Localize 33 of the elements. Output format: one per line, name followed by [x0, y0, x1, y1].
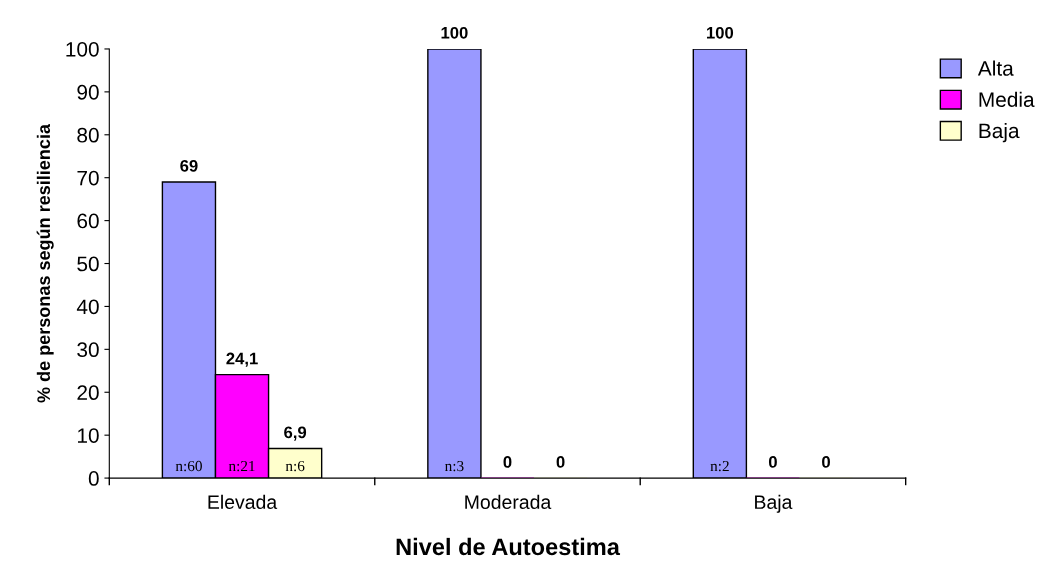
y-tick-label: 40 [76, 299, 99, 315]
legend-label: Baja [979, 122, 1020, 143]
y-tick-label: 100 [66, 41, 99, 57]
annotation: n:6 [285, 460, 305, 472]
y-tick-label: 70 [77, 170, 99, 186]
data-label: 100 [441, 26, 468, 39]
y-tick-label: 0 [88, 471, 99, 486]
data-label: 24,1 [226, 352, 258, 367]
y-tick-label: 50 [77, 256, 99, 272]
annotation: n:60 [175, 460, 202, 472]
annotation: n:21 [228, 460, 255, 472]
y-tick-label: 20 [77, 385, 99, 401]
y-tick-label: 30 [77, 342, 99, 358]
x-axis-title: Nivel de Autoestima [396, 537, 621, 556]
x-tick-label: Elevada [208, 494, 278, 510]
data-label: 0 [822, 456, 830, 468]
y-axis-title: % de personas según resiliencia [36, 123, 54, 403]
data-label: 0 [503, 456, 512, 468]
legend-label: Media [979, 91, 1035, 107]
legend-label: Alta [977, 60, 1014, 76]
data-label: 0 [556, 456, 565, 468]
x-tick-label: Moderada [465, 494, 552, 510]
y-tick-label: 10 [78, 428, 99, 443]
annotation: n:2 [710, 460, 729, 472]
x-tick-label: Baja [755, 494, 793, 513]
data-label: 69 [180, 159, 198, 172]
y-tick-label: 90 [77, 84, 99, 100]
annotation: n:3 [444, 460, 464, 472]
y-tick-label: 80 [77, 127, 99, 143]
data-label: 100 [707, 26, 734, 39]
data-label: 0 [768, 456, 777, 468]
y-tick-label: 60 [77, 213, 99, 229]
data-label: 6,9 [284, 426, 307, 441]
